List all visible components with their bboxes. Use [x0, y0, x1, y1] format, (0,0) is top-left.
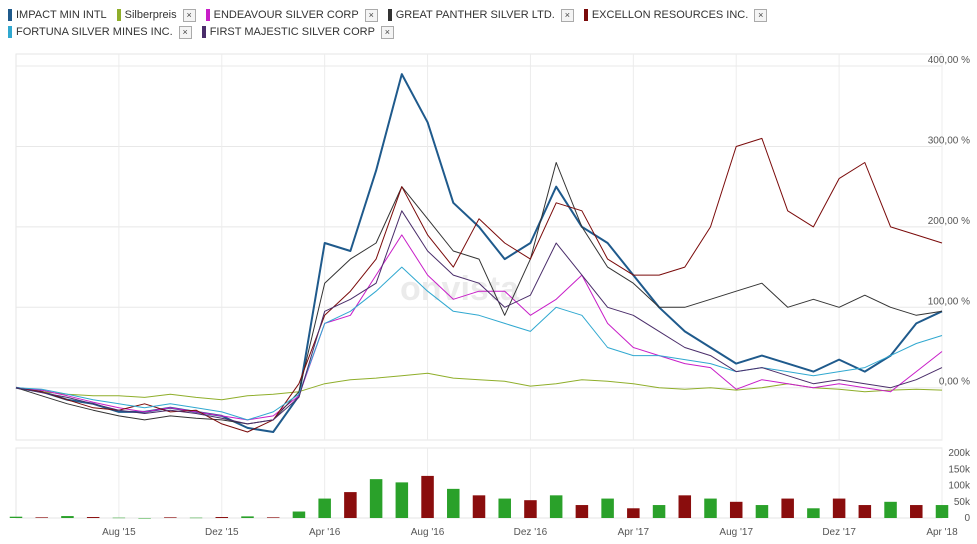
volume-bar — [138, 518, 151, 519]
legend-swatch — [583, 9, 588, 21]
volume-bar — [858, 505, 872, 518]
series-line — [15, 234, 943, 421]
y-tick-label: 200,00 % — [928, 216, 970, 227]
x-tick-label: Aug '15 — [102, 527, 136, 538]
x-tick-label: Dez '16 — [514, 527, 548, 538]
volume-bar — [704, 498, 717, 518]
volume-bar — [292, 511, 306, 518]
series-line — [15, 162, 943, 425]
legend-item: FORTUNA SILVER MINES INC. × — [8, 25, 192, 39]
volume-bar — [9, 516, 23, 518]
volume-bar — [627, 508, 640, 518]
volume-bar — [447, 488, 460, 518]
x-tick-label: Aug '16 — [411, 527, 445, 538]
legend-label: FORTUNA SILVER MINES INC. — [16, 26, 173, 38]
volume-tick-label: 200k — [948, 448, 971, 459]
volume-tick-label: 150k — [948, 464, 971, 475]
volume-bar — [241, 516, 254, 518]
volume-bar — [729, 501, 743, 518]
series-line — [15, 266, 943, 421]
x-tick-label: Apr '16 — [309, 527, 341, 538]
volume-bar — [884, 501, 897, 518]
legend-item: ENDEAVOUR SILVER CORP × — [205, 8, 378, 22]
volume-chart: 200k 150k 100k 50k 0 — [9, 448, 971, 524]
x-tick-label: Aug '17 — [719, 527, 753, 538]
volume-bar — [652, 505, 666, 518]
legend: IMPACT MIN INTL Silberpreis × ENDEAVOUR SIL… — [8, 8, 968, 42]
remove-series-button[interactable]: × — [364, 8, 378, 22]
price-panel-frame — [15, 53, 943, 441]
y-tick-label: 300,00 % — [928, 135, 970, 146]
remove-series-button[interactable]: × — [182, 8, 196, 22]
volume-bar — [832, 498, 846, 518]
volume-bar — [266, 517, 280, 518]
series-line — [15, 210, 943, 425]
legend-label: IMPACT MIN INTL — [16, 9, 107, 21]
legend-swatch — [8, 26, 12, 38]
volume-bar — [215, 517, 229, 518]
x-tick-label: Dez '17 — [822, 527, 856, 538]
legend-label: GREAT PANTHER SILVER LTD. — [395, 9, 555, 21]
legend-label: FIRST MAJESTIC SILVER CORP — [209, 26, 375, 38]
volume-bar — [472, 495, 486, 518]
volume-bar — [935, 505, 949, 518]
legend-item: IMPACT MIN INTL — [8, 8, 107, 22]
remove-series-button[interactable]: × — [560, 8, 574, 22]
volume-bar — [575, 505, 589, 518]
legend-swatch — [205, 9, 210, 21]
legend-swatch — [8, 9, 12, 21]
volume-bar — [421, 475, 434, 518]
volume-bar — [498, 498, 511, 518]
legend-label: EXCELLON RESOURCES INC. — [591, 9, 749, 21]
remove-series-button[interactable]: × — [380, 25, 394, 39]
legend-item: EXCELLON RESOURCES INC. × — [583, 8, 768, 22]
volume-bar — [189, 517, 203, 519]
watermark-text: onvista — [400, 270, 520, 308]
volume-tick-label: 50k — [954, 497, 971, 508]
y-tick-label: 100,00 % — [928, 296, 970, 307]
volume-bar — [395, 482, 409, 518]
volume-bar — [524, 500, 537, 518]
volume-bar — [112, 517, 126, 519]
series-line — [15, 137, 943, 433]
legend-item: FIRST MAJESTIC SILVER CORP × — [201, 25, 394, 39]
volume-bar — [910, 505, 923, 518]
volume-tick-label: 100k — [948, 481, 971, 492]
remove-series-button[interactable]: × — [754, 8, 768, 22]
x-axis: Aug '15 Dez '15 Apr '16 Aug '16 Dez '16 Apr '… — [102, 527, 958, 538]
volume-tick-label: 0 — [964, 513, 970, 524]
legend-label: ENDEAVOUR SILVER CORP — [213, 9, 359, 21]
y-axis: 400,00 % 300,00 % 200,00 % 100,00 % 0,00 % — [928, 55, 970, 388]
legend-item: Silberpreis × — [116, 8, 196, 22]
volume-bar — [601, 498, 614, 518]
y-tick-label: 400,00 % — [928, 55, 970, 66]
volume-bar — [678, 495, 692, 518]
legend-item: GREAT PANTHER SILVER LTD. × — [387, 8, 574, 22]
volume-bar — [61, 516, 74, 518]
volume-bar — [318, 498, 331, 518]
legend-swatch — [201, 26, 206, 38]
volume-bar — [807, 508, 820, 518]
volume-bar — [369, 479, 383, 518]
volume-bar — [35, 517, 48, 518]
volume-bar — [86, 517, 100, 518]
volume-bar — [755, 505, 769, 518]
legend-swatch — [116, 9, 121, 21]
series-line — [15, 73, 943, 433]
legend-label: Silberpreis — [124, 9, 177, 21]
series-lines — [15, 73, 943, 433]
volume-bar — [344, 492, 357, 518]
x-tick-label: Dez '15 — [205, 527, 239, 538]
x-tick-label: Apr '17 — [618, 527, 650, 538]
y-tick-label: 0,00 % — [939, 377, 970, 388]
volume-bar — [781, 498, 794, 518]
volume-bar — [164, 517, 177, 518]
legend-swatch — [387, 9, 392, 21]
x-tick-label: Apr '18 — [926, 527, 958, 538]
volume-bar — [549, 495, 563, 518]
remove-series-button[interactable]: × — [178, 25, 192, 39]
